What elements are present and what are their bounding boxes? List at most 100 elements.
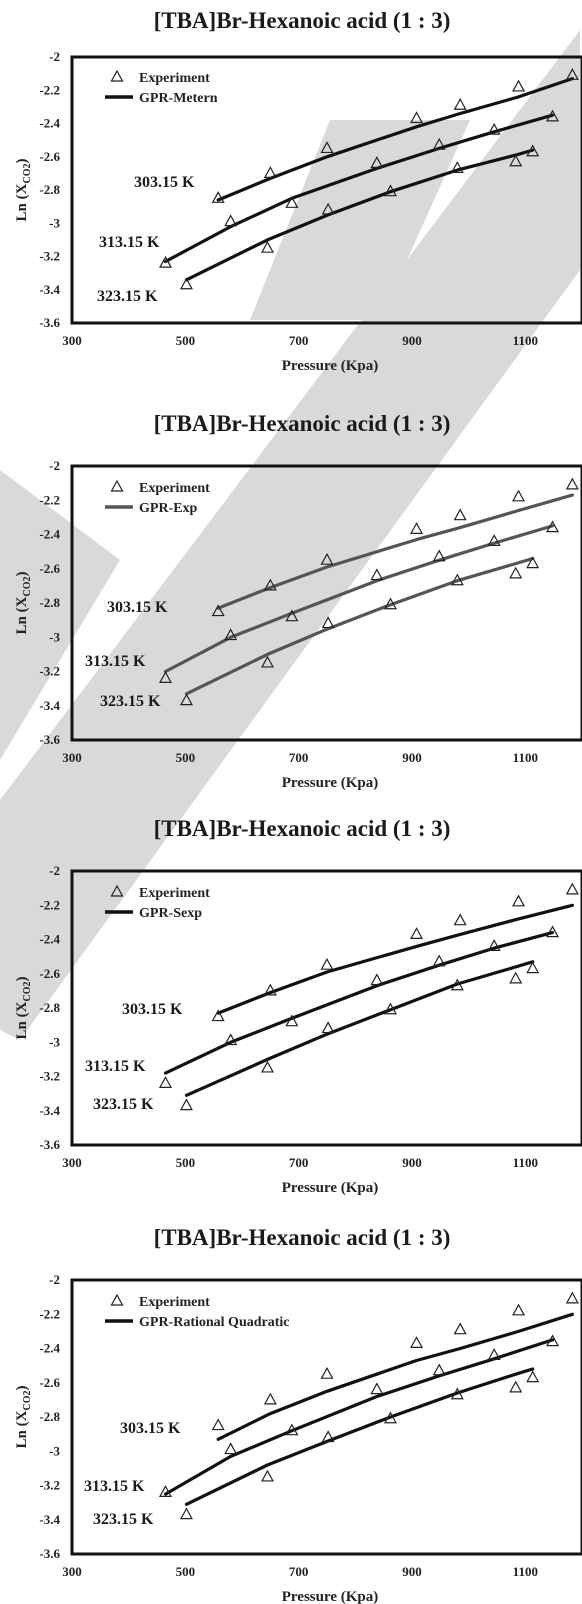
experiment-point: [526, 144, 540, 157]
fit-line-series-3: [184, 556, 535, 696]
legend-experiment-label: Experiment: [139, 71, 210, 86]
y-axis-label: Ln (XCO2): [14, 1386, 33, 1449]
legend-fit-label: GPR-Exp: [139, 501, 198, 516]
x-tick-label: 900: [402, 333, 422, 348]
y-axis-label-main: Ln (X: [14, 596, 30, 634]
experiment-point: [211, 191, 225, 203]
experiment-point: [211, 1418, 225, 1431]
experiment-point: [546, 109, 560, 122]
fit-line-series-2: [163, 524, 555, 674]
experiment-point: [224, 628, 238, 641]
legend: Experiment GPR-Sexp: [105, 884, 210, 921]
fit-line-series-1: [216, 493, 575, 610]
temperature-label: 303.15 K: [122, 1001, 183, 1018]
y-axis-label-main: Ln (X: [14, 1001, 30, 1039]
legend-marker-triangle: [110, 884, 124, 897]
legend-experiment-label: Experiment: [139, 886, 210, 901]
experiment-point: [546, 925, 560, 938]
temperature-label: 303.15 K: [134, 174, 195, 191]
y-tick-label: -2.8: [39, 595, 60, 610]
experiment-point: [526, 1370, 540, 1383]
temperature-label: 303.15 K: [107, 599, 168, 616]
y-tick-label: -2.6: [39, 561, 60, 576]
y-axis-label-main: Ln (X: [14, 183, 30, 221]
experiment-point: [158, 255, 173, 268]
x-tick-label: 700: [289, 1155, 309, 1170]
x-tick-label: 300: [62, 1155, 82, 1170]
legend-fit-label: GPR-Sexp: [139, 906, 202, 921]
y-tick-label: -2.4: [39, 527, 60, 542]
experiment-point: [158, 671, 173, 683]
legend-fit-label: GPR-Rational Quadratic: [139, 1315, 290, 1330]
x-tick-label: 700: [289, 750, 309, 765]
legend-fit-label: GPR-Metern: [139, 91, 218, 106]
experiment-point: [211, 1009, 225, 1022]
experiment-point: [509, 1380, 523, 1393]
temperature-label: 323.15 K: [97, 288, 158, 305]
y-tick-label: -2: [49, 863, 60, 878]
y-axis-label-subscript: CO2: [22, 577, 33, 597]
y-axis-label: Ln (XCO2): [14, 572, 33, 635]
chart-title: [TBA]Br-Hexanoic acid (1 : 3): [154, 816, 451, 841]
x-tick-label: 300: [62, 1564, 82, 1579]
y-axis-label-tail: ): [14, 977, 30, 982]
experiment-point: [260, 655, 275, 668]
experiment-point: [546, 520, 560, 533]
experiment-point: [321, 1021, 335, 1034]
y-tick-label: -2.6: [39, 1375, 60, 1390]
temperature-label: 313.15 K: [99, 234, 160, 251]
experiment-point: [321, 1430, 335, 1443]
x-axis-label: Pressure (Kpa): [282, 775, 379, 791]
y-tick-label: -2: [49, 49, 60, 64]
y-tick-label: -3.4: [39, 698, 60, 713]
experiment-point: [285, 196, 299, 208]
experiment-point: [410, 1336, 424, 1348]
x-tick-label: 700: [289, 333, 309, 348]
x-axis-label: Pressure (Kpa): [282, 1180, 379, 1196]
experiment-point: [370, 568, 384, 581]
experiment-point: [370, 1382, 384, 1395]
y-tick-label: -2.2: [39, 1306, 60, 1321]
y-axis-label-tail: ): [14, 1386, 30, 1391]
experiment-point: [383, 184, 397, 197]
experiment-point: [263, 578, 277, 591]
experiment-point: [320, 552, 334, 565]
y-tick-label: -3: [49, 1443, 60, 1458]
experiment-point: [224, 1033, 238, 1046]
plot-frame: [70, 869, 582, 1147]
watermark-band-3: [0, 470, 120, 760]
experiment-point: [320, 141, 334, 154]
watermark-band-2: [250, 120, 470, 320]
y-tick-label: -2: [49, 1272, 60, 1287]
experiment-point: [526, 961, 540, 974]
y-tick-label: -3.2: [39, 664, 60, 679]
experiment-point: [158, 1485, 173, 1497]
y-tick-label: -2.6: [39, 149, 60, 164]
y-axis-label-tail: ): [14, 159, 30, 164]
chart-title: [TBA]Br-Hexanoic acid (1 : 3): [154, 8, 451, 33]
experiment-point: [383, 1002, 397, 1015]
chart-panel-1: [TBA]Br-Hexanoic acid (1 : 3) -2 -2.2 -2.4 -…: [14, 8, 582, 374]
experiment-point: [512, 894, 526, 907]
experiment-point: [211, 604, 225, 617]
experiment-point: [410, 927, 424, 939]
legend-marker-triangle: [110, 479, 124, 492]
experiment-point: [487, 534, 501, 546]
x-axis-label: Pressure (Kpa): [282, 358, 379, 374]
experiment-point: [509, 566, 523, 579]
experiment-point: [453, 913, 467, 926]
y-axis-label-subscript: CO2: [22, 1391, 33, 1411]
x-tick-label: 700: [289, 1564, 309, 1579]
experiment-point: [285, 609, 299, 622]
experiment-point: [321, 616, 335, 629]
fit-line-series-1: [216, 76, 575, 202]
y-tick-label: -2.8: [39, 1000, 60, 1015]
experiment-point: [565, 68, 579, 80]
fit-line-series-2: [163, 113, 555, 264]
y-axis-label: Ln (XCO2): [14, 159, 33, 222]
fit-line-series-2: [163, 930, 555, 1075]
x-axis-label: Pressure (Kpa): [282, 1589, 379, 1604]
experiment-point: [512, 1303, 526, 1316]
legend: Experiment GPR-Rational Quadratic: [105, 1293, 290, 1330]
experiment-point: [179, 1098, 193, 1111]
